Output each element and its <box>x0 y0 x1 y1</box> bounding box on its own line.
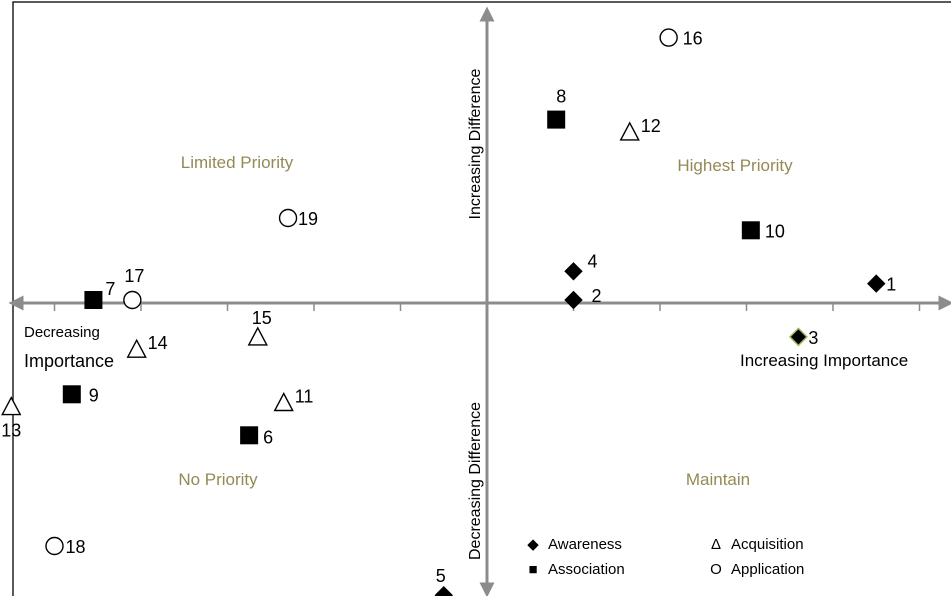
legend-symbol-acquisition: Δ <box>711 536 721 553</box>
point-label-18: 18 <box>66 537 86 557</box>
point-label-13: 13 <box>1 421 21 441</box>
point-label-9: 9 <box>89 385 99 405</box>
legend-symbol-awareness: ◆ <box>527 536 539 553</box>
point-label-1: 1 <box>886 275 896 295</box>
legend-label-awareness: Awareness <box>548 536 622 553</box>
acquisition-marker <box>126 338 147 358</box>
plot-frame <box>12 1 951 596</box>
acquisition-marker <box>619 121 640 141</box>
point-label-2: 2 <box>592 286 602 306</box>
application-marker <box>45 536 64 556</box>
point-label-19: 19 <box>298 209 318 229</box>
point-label-4: 4 <box>588 251 598 271</box>
legend-label-acquisition: Acquisition <box>731 536 804 553</box>
point-label-10: 10 <box>765 221 785 241</box>
awareness-marker <box>788 327 808 347</box>
quadrant-label-no-priority: No Priority <box>178 470 258 489</box>
axes <box>8 6 951 596</box>
application-marker <box>123 290 142 310</box>
association-marker <box>84 291 103 309</box>
point-label-7: 7 <box>105 279 115 299</box>
association-marker <box>240 426 259 445</box>
point-label-17: 17 <box>124 266 144 286</box>
legend-symbol-application: O <box>710 561 722 578</box>
y-axis-label-negative: Decreasing Difference <box>467 402 484 560</box>
awareness-marker <box>434 585 453 596</box>
association-marker <box>741 221 760 240</box>
point-label-16: 16 <box>683 29 703 49</box>
legend-symbol-association: ■ <box>528 561 537 578</box>
awareness-marker <box>564 262 583 281</box>
acquisition-marker <box>1 396 22 416</box>
x-axis-label-negative-line2: Importance <box>24 351 114 371</box>
point-label-3: 3 <box>808 328 818 348</box>
quadrant-label-maintain: Maintain <box>686 470 750 489</box>
point-label-14: 14 <box>148 333 168 353</box>
x-axis-label-negative-line1: Decreasing <box>24 324 100 341</box>
point-label-6: 6 <box>263 427 273 447</box>
application-marker <box>278 208 298 228</box>
point-label-5: 5 <box>436 566 446 586</box>
x-axis-label-positive: Increasing Importance <box>740 351 908 370</box>
point-label-11: 11 <box>295 387 314 407</box>
association-marker <box>62 385 81 404</box>
x-axis-ticks <box>53 303 921 311</box>
quadrant-label-highest-priority: Highest Priority <box>677 156 793 175</box>
point-label-15: 15 <box>252 308 272 328</box>
awareness-marker <box>564 290 583 310</box>
point-label-8: 8 <box>556 87 566 107</box>
quadrant-label-limited-priority: Limited Priority <box>181 153 294 172</box>
acquisition-marker <box>247 326 268 346</box>
awareness-marker <box>867 274 886 293</box>
legend: ◆ Awareness ■ Association Δ Acquisition O Appli… <box>527 536 804 578</box>
legend-label-association: Association <box>548 561 625 578</box>
point-label-12: 12 <box>641 116 661 136</box>
y-axis-label-positive: Increasing Difference <box>467 68 484 219</box>
application-marker <box>659 28 678 47</box>
acquisition-marker <box>273 392 294 412</box>
association-marker <box>547 110 566 129</box>
legend-label-application: Application <box>731 561 804 578</box>
